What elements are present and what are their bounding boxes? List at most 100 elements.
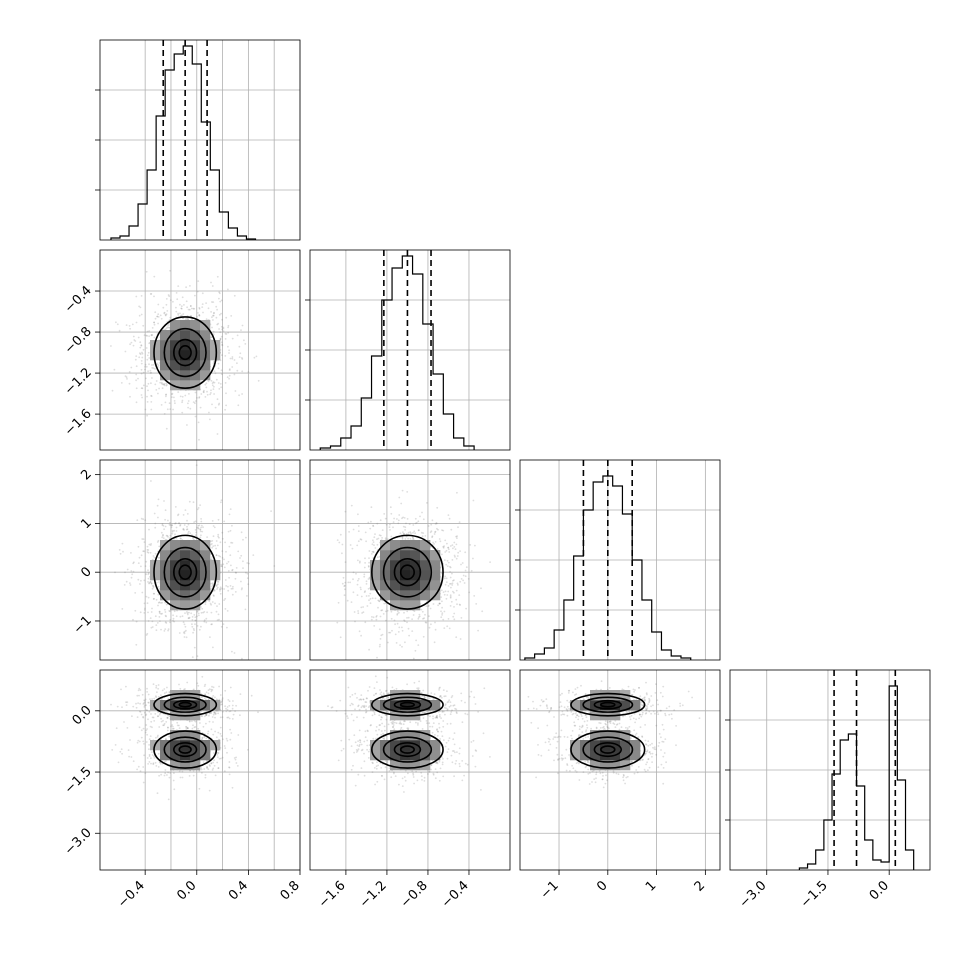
scatter-point [421,695,423,698]
scatter-point [234,390,237,392]
scatter-point [419,515,421,518]
scatter-point [149,293,152,295]
scatter-point [144,714,147,717]
scatter-point [142,716,145,719]
scatter-point [146,728,149,730]
scatter-point [113,368,116,371]
scatter-point [160,404,163,406]
scatter-point [375,618,378,621]
scatter-point [436,548,439,550]
scatter-point [442,758,444,760]
scatter-point [417,616,420,619]
scatter-point [154,713,157,715]
scatter-point [405,522,407,525]
scatter-point [231,650,233,653]
scatter-point [435,522,438,524]
scatter-point [215,554,218,556]
scatter-point [163,724,165,727]
scatter-point [401,536,404,539]
scatter-point [150,382,152,385]
scatter-point [186,519,188,522]
scatter-point [373,694,375,697]
scatter-point [138,687,141,690]
scatter-point [363,566,366,569]
scatter-point [200,710,203,713]
scatter-point [136,519,139,522]
scatter-point [440,589,443,592]
scatter-point [181,399,184,402]
scatter-point [168,523,171,526]
scatter-point [169,524,172,526]
scatter-point [163,312,166,315]
scatter-point [140,360,143,362]
density-cell [200,370,211,381]
scatter-point [220,620,223,622]
scatter-point [199,528,202,531]
scatter-point [349,544,352,546]
scatter-point [215,736,218,739]
scatter-point [217,581,220,583]
scatter-point [451,544,454,546]
scatter-point [412,537,415,540]
scatter-point [145,704,148,707]
scatter-point [205,302,208,304]
scatter-point [228,704,231,707]
scatter-point [214,372,217,375]
scatter-point [125,701,127,704]
scatter-point [160,381,163,384]
scatter-point [179,315,182,317]
scatter-point [163,722,166,725]
scatter-point [331,706,334,709]
scatter-point [255,355,258,358]
density-cell [410,580,421,591]
scatter-point [200,768,203,771]
scatter-point [219,694,222,696]
scatter-point [176,721,179,724]
scatter-point [368,599,370,602]
scatter-point [169,619,172,621]
scatter-point [142,727,145,730]
scatter-point [231,337,234,340]
scatter-point [157,601,160,604]
scatter-point [140,368,143,371]
density-cell [430,580,441,591]
scatter-point [129,582,131,584]
scatter-point [350,768,353,771]
scatter-point [448,517,451,520]
scatter-point [220,735,223,737]
scatter-point [475,750,478,752]
scatter-point [140,313,143,316]
scatter-point [232,585,234,588]
scatter-point [381,529,384,531]
scatter-point [240,329,242,331]
scatter-point [380,691,383,694]
scatter-point [165,603,168,606]
scatter-point [425,621,428,624]
scatter-point [213,711,216,714]
scatter-point [455,708,458,711]
scatter-point [383,725,386,728]
density-cell [410,570,421,581]
scatter-point [201,675,204,678]
scatter-point [358,561,361,564]
scatter-point [350,504,353,507]
scatter-point [365,580,368,583]
scatter-point [135,387,138,390]
scatter-point [191,619,194,621]
scatter-point [344,561,347,563]
scatter-point [141,591,144,594]
scatter-point [163,528,166,531]
scatter-point [421,728,424,730]
scatter-point [179,776,182,779]
scatter-point [384,610,387,613]
scatter-point [196,315,198,318]
scatter-point [166,774,168,776]
scatter-point [167,628,170,630]
density-cell [190,550,201,561]
scatter-point [369,602,372,605]
scatter-point [172,300,174,303]
scatter-point [186,317,189,320]
scatter-point [198,787,201,790]
scatter-point [213,385,215,388]
